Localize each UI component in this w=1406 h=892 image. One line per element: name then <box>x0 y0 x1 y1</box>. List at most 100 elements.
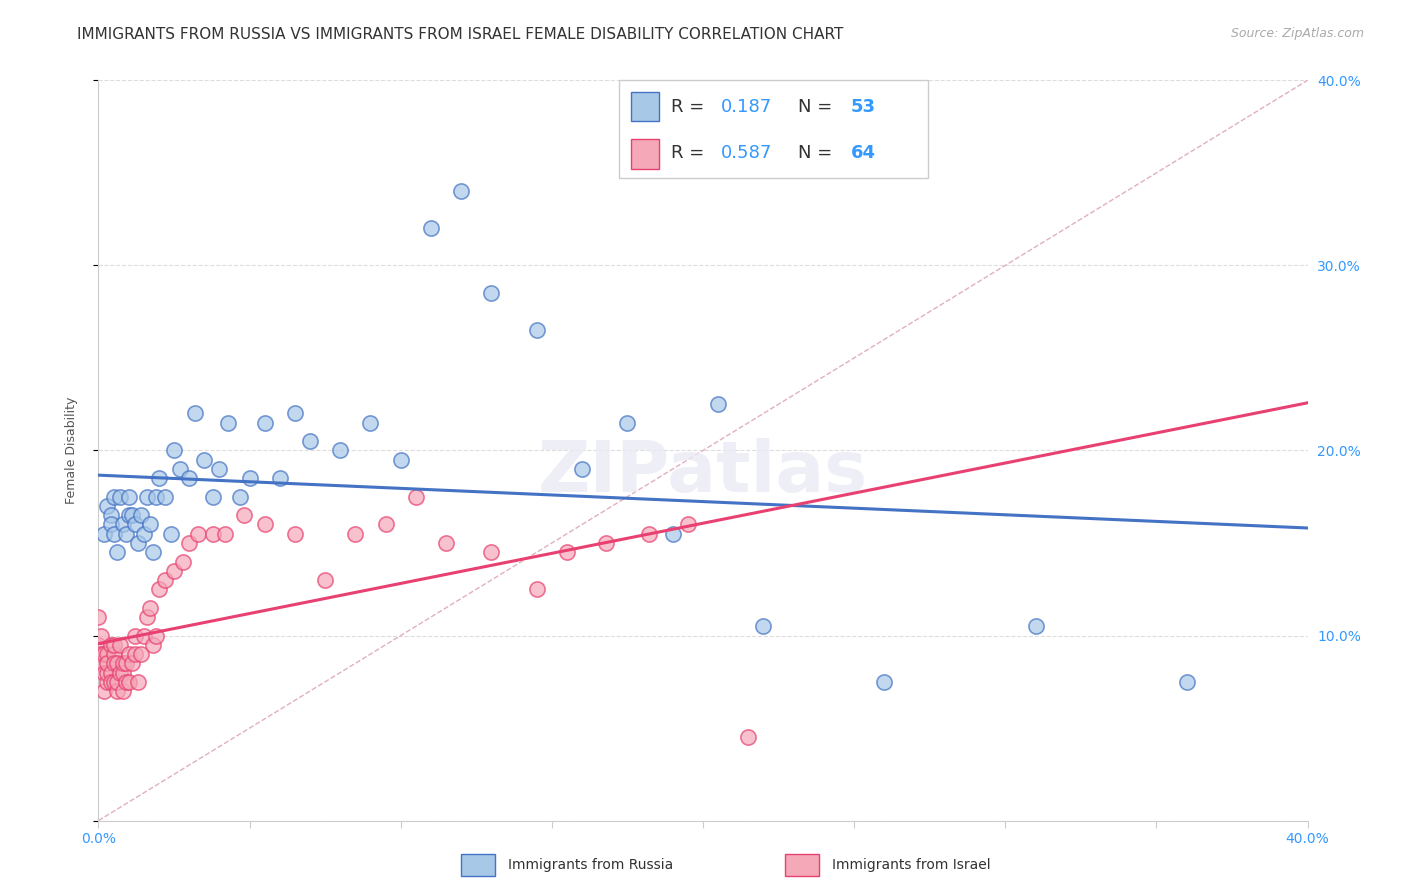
Bar <box>631 139 659 169</box>
Point <box>96 647 118 661</box>
Text: 0.587: 0.587 <box>721 144 772 161</box>
Point <box>526 582 548 597</box>
Point <box>481 545 503 559</box>
Point <box>737 731 759 745</box>
Point <box>284 407 307 421</box>
Point <box>555 545 578 559</box>
Point <box>752 619 775 633</box>
Text: 0.187: 0.187 <box>721 98 772 116</box>
Point <box>661 526 683 541</box>
Point <box>124 628 146 642</box>
Point <box>314 573 336 587</box>
Point <box>127 536 149 550</box>
Text: Source: ZipAtlas.com: Source: ZipAtlas.com <box>1230 27 1364 40</box>
Point <box>90 657 112 671</box>
Point <box>103 526 125 541</box>
Point <box>121 508 143 523</box>
Point <box>87 638 110 652</box>
Point <box>139 517 162 532</box>
Point <box>169 462 191 476</box>
Point <box>118 490 141 504</box>
Point <box>105 674 128 689</box>
Point <box>100 674 122 689</box>
Point <box>105 657 128 671</box>
Point <box>172 554 194 569</box>
Point <box>90 628 112 642</box>
Point <box>526 323 548 337</box>
Point <box>100 665 122 680</box>
Point <box>217 416 239 430</box>
Point <box>193 452 215 467</box>
Point <box>100 638 122 652</box>
Point <box>132 526 155 541</box>
Point <box>135 610 157 624</box>
Point <box>103 647 125 661</box>
Point <box>202 490 225 504</box>
Point <box>239 471 262 485</box>
Text: IMMIGRANTS FROM RUSSIA VS IMMIGRANTS FROM ISRAEL FEMALE DISABILITY CORRELATION C: IMMIGRANTS FROM RUSSIA VS IMMIGRANTS FRO… <box>77 27 844 42</box>
Point <box>145 628 167 642</box>
Point <box>121 657 143 671</box>
Point <box>214 526 236 541</box>
Point <box>389 452 412 467</box>
Point <box>108 665 131 680</box>
Point <box>253 517 276 532</box>
Point <box>637 526 659 541</box>
Point <box>148 582 170 597</box>
Point <box>96 499 118 513</box>
Point <box>153 490 176 504</box>
Point <box>111 684 134 698</box>
Point <box>105 684 128 698</box>
Point <box>87 610 110 624</box>
Point <box>96 657 118 671</box>
Point <box>707 397 730 411</box>
Point <box>103 657 125 671</box>
Point <box>100 508 122 523</box>
Point <box>93 526 115 541</box>
Point <box>405 490 427 504</box>
Point <box>114 674 136 689</box>
Point <box>145 490 167 504</box>
Point <box>208 462 231 476</box>
Point <box>229 490 252 504</box>
Point <box>616 416 638 430</box>
Point <box>124 517 146 532</box>
Point <box>676 517 699 532</box>
Point <box>571 462 593 476</box>
Point <box>873 674 896 689</box>
Point <box>253 416 276 430</box>
Y-axis label: Female Disability: Female Disability <box>65 397 77 504</box>
Point <box>111 665 134 680</box>
Point <box>481 286 503 301</box>
Point <box>163 443 186 458</box>
Point <box>184 407 207 421</box>
Point <box>595 536 617 550</box>
Point <box>1024 619 1046 633</box>
Point <box>1175 674 1198 689</box>
Point <box>434 536 457 550</box>
Point <box>232 508 254 523</box>
Point <box>179 471 201 485</box>
Point <box>129 647 152 661</box>
Point <box>179 536 201 550</box>
Point <box>118 647 141 661</box>
Point <box>90 647 112 661</box>
Point <box>450 184 472 198</box>
Point <box>269 471 291 485</box>
Text: N =: N = <box>799 144 838 161</box>
Text: Immigrants from Israel: Immigrants from Israel <box>832 858 991 872</box>
Point <box>100 517 122 532</box>
Text: 53: 53 <box>851 98 876 116</box>
Point <box>360 416 382 430</box>
Point <box>132 628 155 642</box>
Point <box>139 600 162 615</box>
Point <box>93 665 115 680</box>
Point <box>105 545 128 559</box>
Point <box>202 526 225 541</box>
Point <box>148 471 170 485</box>
Bar <box>785 855 818 876</box>
Text: R =: R = <box>671 144 710 161</box>
Point <box>187 526 209 541</box>
Text: R =: R = <box>671 98 710 116</box>
Text: N =: N = <box>799 98 838 116</box>
